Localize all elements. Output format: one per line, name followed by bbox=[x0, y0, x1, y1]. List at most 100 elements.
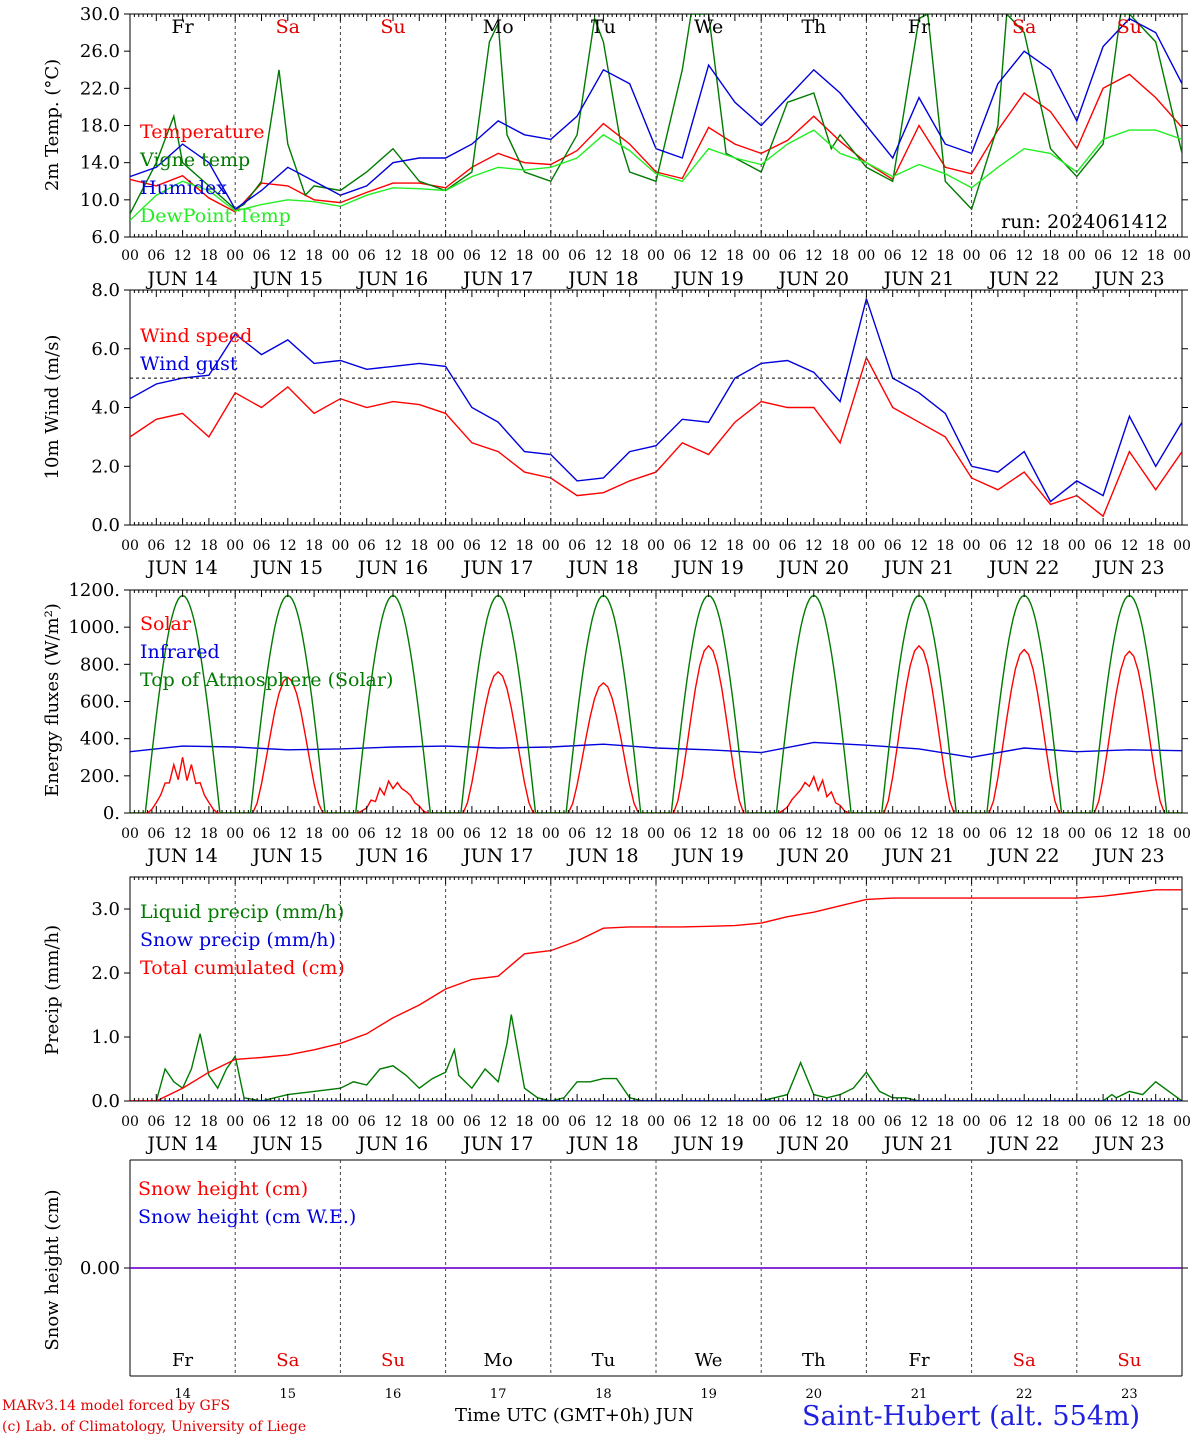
hour-label: 18 bbox=[516, 1114, 534, 1130]
series-liquid-precip-mm-h bbox=[130, 1014, 1182, 1101]
hour-label: 18 bbox=[831, 538, 849, 554]
legend-item: Solar bbox=[140, 613, 192, 635]
hour-label: 06 bbox=[358, 826, 376, 842]
hour-label: 00 bbox=[121, 248, 139, 264]
hour-label: 06 bbox=[989, 538, 1007, 554]
date-label: JUN 14 bbox=[145, 268, 217, 290]
panel-3 bbox=[129, 589, 1183, 814]
hour-label: 00 bbox=[857, 248, 875, 264]
hour-label: 18 bbox=[1147, 1114, 1165, 1130]
date-label: JUN 16 bbox=[356, 268, 428, 290]
y-tick-label: 4.0 bbox=[91, 398, 120, 419]
hour-label: 12 bbox=[489, 826, 507, 842]
y-tick-label: 0.00 bbox=[80, 1258, 120, 1279]
hour-label: 18 bbox=[1147, 538, 1165, 554]
hour-label: 06 bbox=[1094, 248, 1112, 264]
hour-label: 18 bbox=[621, 248, 639, 264]
hour-label: 00 bbox=[857, 538, 875, 554]
hour-label: 00 bbox=[963, 826, 981, 842]
hour-label: 00 bbox=[1173, 538, 1191, 554]
hour-label: 00 bbox=[1173, 1114, 1191, 1130]
hour-label: 18 bbox=[726, 248, 744, 264]
model-credit: MARv3.14 model forced by GFS bbox=[2, 1398, 231, 1414]
day-tag: We bbox=[694, 16, 723, 38]
hour-label: 00 bbox=[226, 826, 244, 842]
legend-item: Infrared bbox=[140, 641, 220, 663]
y-tick-label: 0.0 bbox=[91, 515, 120, 536]
date-label: JUN 20 bbox=[777, 1133, 849, 1155]
day-tag: Fr bbox=[908, 16, 931, 38]
date-label: JUN 20 bbox=[777, 557, 849, 579]
y-tick-label: 1200. bbox=[68, 580, 120, 601]
day-number: 14 bbox=[174, 1387, 191, 1402]
hour-label: 06 bbox=[779, 248, 797, 264]
hour-label: 12 bbox=[910, 826, 928, 842]
y-axis-label: Energy fluxes (W/m²) bbox=[42, 603, 63, 797]
date-label: JUN 14 bbox=[145, 1133, 217, 1155]
date-label: JUN 14 bbox=[145, 845, 217, 867]
y-axis-label: Snow height (cm) bbox=[42, 1189, 63, 1350]
hour-label: 12 bbox=[805, 248, 823, 264]
y-tick-label: 26.0 bbox=[80, 41, 120, 62]
hour-label: 06 bbox=[358, 538, 376, 554]
hour-label: 12 bbox=[1015, 826, 1033, 842]
y-tick-label: 18.0 bbox=[80, 116, 120, 137]
date-label: JUN 23 bbox=[1092, 268, 1164, 290]
hour-label: 18 bbox=[1042, 538, 1060, 554]
day-tag: Su bbox=[1117, 1350, 1141, 1371]
time-axis-label: Time UTC (GMT+0h) JUN bbox=[455, 1405, 694, 1426]
hour-label: 18 bbox=[305, 538, 323, 554]
hour-label: 12 bbox=[279, 826, 297, 842]
day-number: 15 bbox=[280, 1387, 297, 1402]
hour-label: 06 bbox=[989, 248, 1007, 264]
date-label: JUN 18 bbox=[566, 1133, 638, 1155]
date-label: JUN 23 bbox=[1092, 1133, 1164, 1155]
hour-label: 12 bbox=[489, 538, 507, 554]
day-tag: We bbox=[695, 1350, 723, 1371]
series-top-of-atmosphere-solar bbox=[130, 594, 1182, 813]
hour-label: 18 bbox=[516, 538, 534, 554]
day-tag: Sa bbox=[1013, 1350, 1036, 1371]
hour-label: 12 bbox=[1120, 1114, 1138, 1130]
hour-label: 06 bbox=[779, 826, 797, 842]
series-infrared bbox=[130, 741, 1182, 759]
hour-label: 00 bbox=[1173, 248, 1191, 264]
hour-label: 18 bbox=[621, 1114, 639, 1130]
y-tick-label: 600. bbox=[80, 692, 120, 713]
legend-item: Vigne temp bbox=[139, 149, 250, 171]
date-label: JUN 16 bbox=[356, 1133, 428, 1155]
date-label: JUN 15 bbox=[251, 268, 323, 290]
hour-label: 18 bbox=[831, 826, 849, 842]
hour-label: 00 bbox=[963, 538, 981, 554]
hour-label: 18 bbox=[831, 1114, 849, 1130]
hour-label: 00 bbox=[437, 826, 455, 842]
hour-label: 00 bbox=[857, 1114, 875, 1130]
series-wind-gust bbox=[130, 296, 1182, 503]
hour-label: 00 bbox=[1068, 1114, 1086, 1130]
y-tick-label: 1000. bbox=[68, 617, 120, 638]
hour-label: 12 bbox=[805, 826, 823, 842]
y-tick-label: 0. bbox=[103, 803, 120, 824]
day-tag: Sa bbox=[276, 16, 300, 38]
hour-label: 00 bbox=[1068, 248, 1086, 264]
day-tag: Su bbox=[1117, 16, 1142, 38]
hour-label: 00 bbox=[752, 826, 770, 842]
hour-label: 18 bbox=[200, 248, 218, 264]
hour-label: 18 bbox=[410, 538, 428, 554]
y-tick-label: 200. bbox=[80, 766, 120, 787]
legend-item: Total cumulated (cm) bbox=[140, 957, 345, 979]
hour-label: 12 bbox=[910, 1114, 928, 1130]
hour-label: 18 bbox=[305, 826, 323, 842]
date-label: JUN 17 bbox=[461, 845, 533, 867]
series-dewpoint-temp bbox=[130, 129, 1182, 221]
date-label: JUN 21 bbox=[882, 268, 954, 290]
hour-label: 18 bbox=[516, 826, 534, 842]
hour-label: 12 bbox=[174, 538, 192, 554]
hour-label: 06 bbox=[673, 826, 691, 842]
hour-label: 12 bbox=[700, 248, 718, 264]
hour-label: 12 bbox=[279, 1114, 297, 1130]
hour-label: 12 bbox=[489, 248, 507, 264]
date-label: JUN 20 bbox=[777, 268, 849, 290]
date-label: JUN 19 bbox=[671, 557, 743, 579]
hour-label: 00 bbox=[437, 538, 455, 554]
